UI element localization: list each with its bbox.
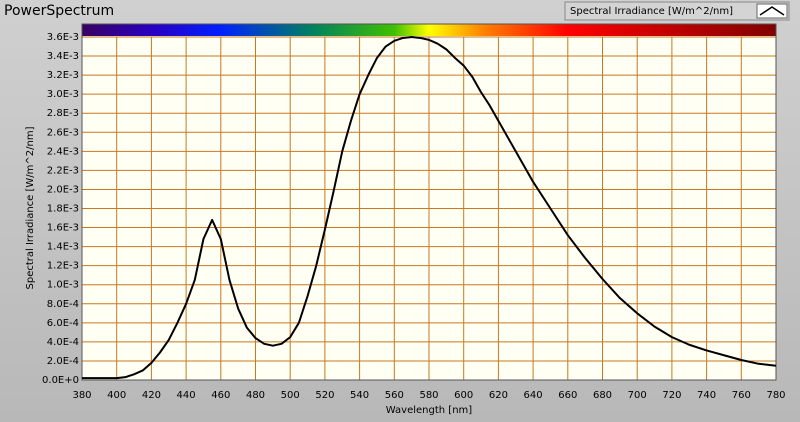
y-tick-label: 3.2E-3 bbox=[47, 70, 79, 81]
x-tick-label: 440 bbox=[177, 390, 196, 401]
legend-icon bbox=[759, 6, 785, 16]
x-tick-label: 520 bbox=[315, 390, 334, 401]
x-tick-label: 740 bbox=[697, 390, 716, 401]
legend-label: Spectral Irradiance [W/m^2/nm] bbox=[570, 6, 733, 17]
y-tick-label: 3.4E-3 bbox=[47, 51, 79, 62]
legend-icon-box bbox=[756, 3, 788, 19]
y-tick-label: 3.0E-3 bbox=[47, 89, 79, 100]
y-axis-label: Spectral Irradiance [W/m^2/nm] bbox=[25, 126, 36, 289]
x-tick-label: 640 bbox=[524, 390, 543, 401]
y-tick-label: 2.0E-4 bbox=[47, 356, 79, 367]
x-tick-label: 420 bbox=[142, 390, 161, 401]
x-tick-label: 400 bbox=[107, 390, 126, 401]
chart-title: PowerSpectrum bbox=[4, 3, 114, 19]
y-tick-label: 2.0E-3 bbox=[47, 184, 79, 195]
x-tick-label: 500 bbox=[281, 390, 300, 401]
x-tick-label: 480 bbox=[246, 390, 265, 401]
x-tick-label: 560 bbox=[385, 390, 404, 401]
x-tick-label: 540 bbox=[350, 390, 369, 401]
y-tick-label: 1.6E-3 bbox=[47, 223, 79, 234]
y-tick-label: 4.0E-4 bbox=[47, 337, 79, 348]
plot-frame bbox=[81, 23, 777, 381]
y-tick-label: 3.6E-3 bbox=[47, 32, 79, 43]
x-tick-label: 380 bbox=[72, 390, 91, 401]
x-tick-label: 600 bbox=[454, 390, 473, 401]
x-tick-label: 700 bbox=[628, 390, 647, 401]
y-tick-label: 6.0E-4 bbox=[47, 318, 79, 329]
legend-box bbox=[564, 1, 790, 21]
y-tick-label: 2.2E-3 bbox=[47, 165, 79, 176]
x-tick-label: 680 bbox=[593, 390, 612, 401]
x-tick-label: 460 bbox=[211, 390, 230, 401]
x-tick-label: 720 bbox=[662, 390, 681, 401]
x-tick-label: 780 bbox=[766, 390, 785, 401]
y-tick-label: 1.8E-3 bbox=[47, 204, 79, 215]
series-line bbox=[82, 36, 777, 380]
spectrum-bar bbox=[82, 24, 776, 36]
y-tick-label: 1.0E-3 bbox=[47, 280, 79, 291]
x-tick-label: 620 bbox=[489, 390, 508, 401]
y-tick-label: 2.8E-3 bbox=[47, 108, 79, 119]
x-tick-label: 760 bbox=[732, 390, 751, 401]
x-tick-label: 580 bbox=[419, 390, 438, 401]
y-tick-label: 8.0E-4 bbox=[47, 299, 79, 310]
y-tick-label: 2.4E-3 bbox=[47, 146, 79, 157]
y-tick-label: 0.0E+0 bbox=[42, 375, 79, 386]
y-tick-label: 1.4E-3 bbox=[47, 242, 79, 253]
y-tick-label: 2.6E-3 bbox=[47, 127, 79, 138]
x-axis-label: Wavelength [nm] bbox=[386, 405, 472, 416]
y-tick-label: 1.2E-3 bbox=[47, 261, 79, 272]
x-tick-label: 660 bbox=[558, 390, 577, 401]
